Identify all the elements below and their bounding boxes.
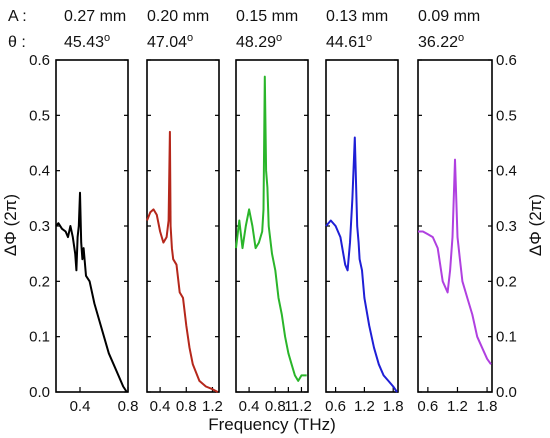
panel-angle-degree: o: [366, 32, 372, 44]
panel-3: 0.15 mm 48.29o 0.4 0.811.2: [235, 8, 312, 415]
panel-angle-degree: o: [276, 32, 282, 44]
x-tick-label: 1.2: [291, 398, 312, 415]
y-tick-label-left: 0.4: [29, 163, 50, 180]
y-tick-label-left: 0.0: [29, 384, 50, 401]
panel-amplitude-label: 0.09 mm: [418, 8, 480, 25]
panel-5: 0.09 mm 36.22o 0.6 1.2 1.80.0 0.1 0.2 0.3 0.4 0.5…: [417, 8, 517, 415]
x-tick-label: 1: [284, 398, 292, 415]
panel-angle-label: 48.29o: [236, 32, 282, 51]
y-tick-label-right: 0.2: [496, 273, 517, 290]
panel-frame: [417, 59, 493, 393]
panel-frame: [55, 59, 129, 393]
y-tick-label-right: 0.5: [496, 107, 517, 124]
panel-angle-label: 45.43o: [64, 32, 110, 51]
amplitude-row-label: A :: [8, 8, 27, 25]
series-line: [325, 136, 398, 393]
panel-frame: [325, 59, 399, 393]
y-tick-label-right: 0.1: [496, 329, 517, 346]
panel-angle-degree: o: [458, 32, 464, 44]
angle-row-label: θ :: [8, 34, 26, 51]
panel-frame: [146, 59, 220, 393]
x-tick-label: 0.6: [417, 398, 438, 415]
y-tick-label-right: 0.3: [496, 218, 517, 235]
panel-angle-label: 36.22o: [418, 32, 464, 51]
panels: 0.27 mm 45.43o 0.4 0.8 0.0 0.1 0.2 0.3 0.4 0.5 0.6…: [29, 8, 517, 415]
y-tick-label-right: 0.0: [496, 384, 517, 401]
x-tick-label: 1.2: [202, 398, 223, 415]
series-line: [55, 191, 128, 393]
y-tick-label-left: 0.2: [29, 273, 50, 290]
y-tick-label-right: 0.4: [496, 163, 517, 180]
x-tick-label: 1.8: [477, 398, 498, 415]
x-tick-label: 0.6: [325, 398, 346, 415]
series-line: [235, 75, 307, 382]
panel-angle-label: 44.61o: [326, 32, 372, 51]
x-tick-label: 0.4: [150, 398, 171, 415]
panel-angle-degree: o: [187, 32, 193, 44]
panel-amplitude-label: 0.20 mm: [147, 8, 209, 25]
y-tick-label-left: 0.5: [29, 107, 50, 124]
x-tick-label: 1.2: [354, 398, 375, 415]
x-tick-label: 0.8: [265, 398, 286, 415]
y-axis-title-left: ΔΦ (2π): [1, 194, 20, 256]
x-tick-label: 0.4: [70, 398, 91, 415]
y-axis-title-right: ΔΦ (2π): [526, 194, 545, 256]
panel-amplitude-label: 0.13 mm: [326, 8, 388, 25]
panel-amplitude-label: 0.15 mm: [236, 8, 298, 25]
panel-angle-degree: o: [104, 32, 110, 44]
y-tick-label-left: 0.1: [29, 329, 50, 346]
x-tick-label: 0.8: [118, 398, 139, 415]
panel-2: 0.20 mm 47.04o 0.4 0.8 1.2: [146, 8, 223, 415]
x-tick-label: 0.4: [239, 398, 260, 415]
x-tick-label: 0.8: [176, 398, 197, 415]
x-tick-label: 1.8: [383, 398, 404, 415]
series-line: [146, 130, 219, 393]
panel-1: 0.27 mm 45.43o 0.4 0.8 0.0 0.1 0.2 0.3 0.4 0.5 0.6: [29, 8, 138, 415]
series-line: [418, 158, 492, 365]
y-tick-label-left: 0.3: [29, 218, 50, 235]
y-tick-label-right: 0.6: [496, 52, 517, 69]
panel-4: 0.13 mm 44.61o 0.6 1.2 1.8: [325, 8, 403, 415]
x-tick-label: 1.2: [447, 398, 468, 415]
y-tick-label-left: 0.6: [29, 52, 50, 69]
panel-amplitude-label: 0.27 mm: [64, 8, 126, 25]
x-axis-title: Frequency (THz): [208, 415, 336, 434]
panel-angle-label: 47.04o: [147, 32, 193, 51]
